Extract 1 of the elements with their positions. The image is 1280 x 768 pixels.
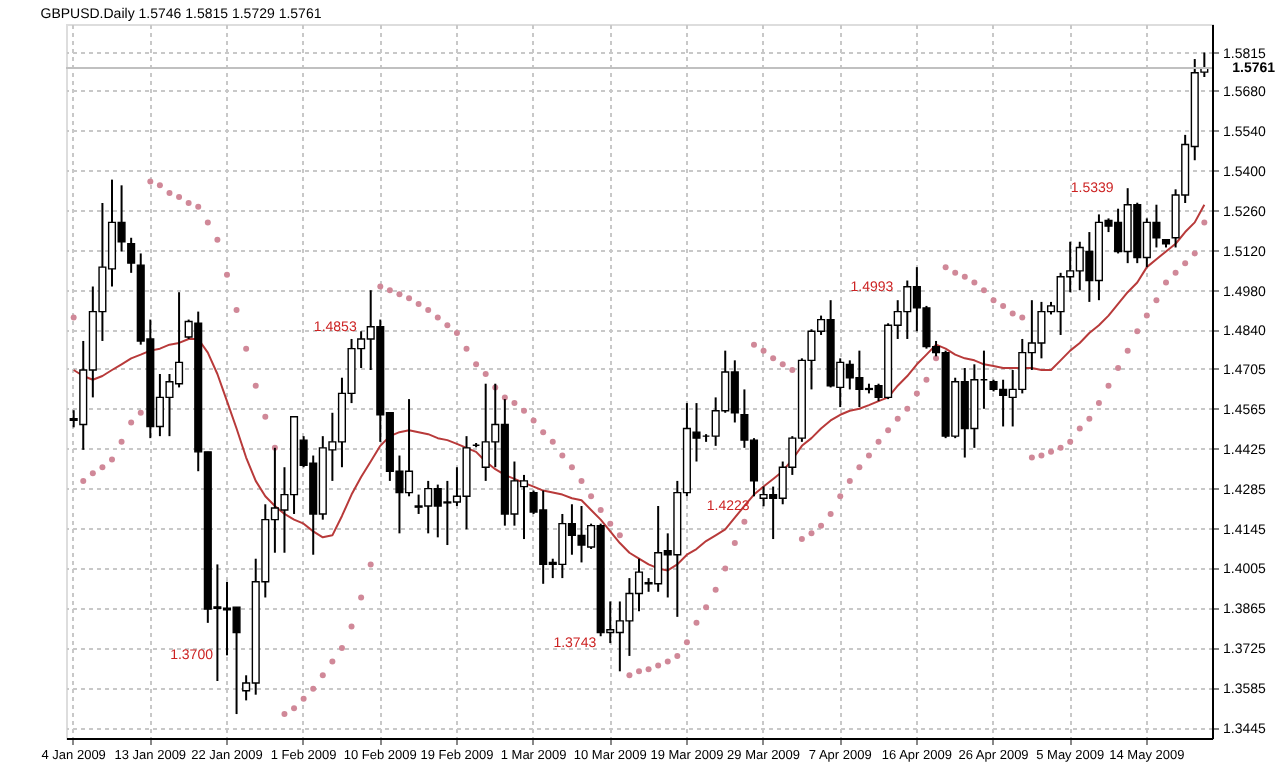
candlestick	[127, 236, 136, 274]
